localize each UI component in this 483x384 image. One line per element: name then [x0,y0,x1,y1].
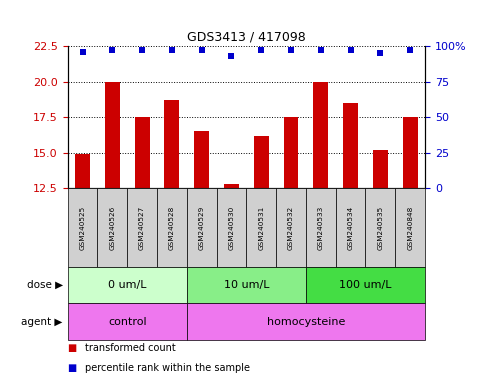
Point [377,50,384,56]
Text: GSM240531: GSM240531 [258,205,264,250]
Bar [135,117,150,188]
Text: ■: ■ [68,362,77,373]
Point [287,47,295,53]
Point [108,47,116,53]
Point [347,47,355,53]
Text: transformed count: transformed count [85,343,175,354]
Text: GSM240535: GSM240535 [377,205,384,250]
Bar [313,81,328,188]
Bar [403,117,418,188]
Bar [373,150,388,188]
Text: GSM240533: GSM240533 [318,205,324,250]
Text: agent ▶: agent ▶ [21,316,63,327]
Bar [343,103,358,188]
Text: GSM240525: GSM240525 [80,205,85,250]
Text: homocysteine: homocysteine [267,316,345,327]
Text: ■: ■ [68,343,77,354]
Text: dose ▶: dose ▶ [27,280,63,290]
Text: 10 um/L: 10 um/L [224,280,269,290]
Text: GSM240528: GSM240528 [169,205,175,250]
Text: control: control [108,316,146,327]
Text: GSM240526: GSM240526 [109,205,115,250]
Text: GSM240530: GSM240530 [228,205,234,250]
Bar [194,131,209,188]
Bar [105,81,120,188]
Point [406,47,414,53]
Point [168,47,176,53]
Text: 0 um/L: 0 um/L [108,280,146,290]
Point [198,47,206,53]
Text: GSM240534: GSM240534 [348,205,354,250]
Bar [254,136,269,188]
Point [138,47,146,53]
Bar [284,117,298,188]
Bar [164,100,179,188]
Text: GSM240848: GSM240848 [407,205,413,250]
Point [227,53,235,59]
Text: percentile rank within the sample: percentile rank within the sample [85,362,250,373]
Point [317,47,325,53]
Text: 100 um/L: 100 um/L [339,280,392,290]
Bar [75,154,90,188]
Point [257,47,265,53]
Title: GDS3413 / 417098: GDS3413 / 417098 [187,30,306,43]
Bar [224,184,239,188]
Text: GSM240532: GSM240532 [288,205,294,250]
Point [79,49,86,55]
Text: GSM240529: GSM240529 [199,205,205,250]
Text: GSM240527: GSM240527 [139,205,145,250]
